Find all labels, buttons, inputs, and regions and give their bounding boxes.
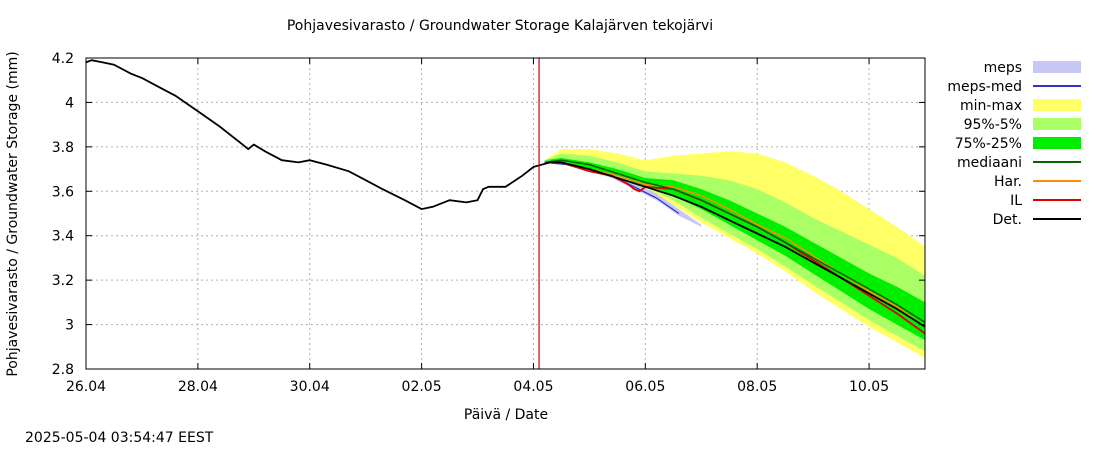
legend-label-har: Har. [994, 174, 1022, 190]
timestamp: 2025-05-04 03:54:47 EEST [25, 430, 214, 446]
x-tick-label: 02.05 [402, 379, 442, 395]
chart-title: Pohjavesivarasto / Groundwater Storage K… [286, 18, 714, 34]
x-axis-label: Päivä / Date [463, 407, 549, 423]
legend-swatch-p75-25 [1033, 137, 1081, 149]
legend-label-min-max: min-max [960, 98, 1022, 114]
y-tick-label: 2.8 [52, 362, 74, 378]
legend-label-det: Det. [993, 212, 1022, 228]
median-line [544, 159, 926, 324]
y-axis-label: Pohjavesivarasto / Groundwater Storage (… [5, 51, 21, 377]
det-line [85, 59, 926, 328]
y-tick-label: 4.2 [52, 51, 74, 67]
x-tick-label: 30.04 [290, 379, 330, 395]
y-tick-label: 3.8 [52, 140, 74, 156]
y-tick-label: 4 [65, 95, 74, 111]
legend-label-p95-5: 95%-5% [964, 117, 1022, 133]
legend-swatch-min-max [1033, 99, 1081, 111]
x-tick-label: 04.05 [513, 379, 553, 395]
legend-label-p75-25: 75%-25% [955, 136, 1022, 152]
x-tick-label: 06.05 [625, 379, 665, 395]
y-tick-label: 3 [65, 318, 74, 334]
legend-swatch-p95-5 [1033, 118, 1081, 130]
legend-label-il: IL [1010, 193, 1022, 209]
plot-frame [85, 57, 926, 370]
x-tick-label: 08.05 [737, 379, 777, 395]
legend-swatch-meps [1033, 61, 1081, 73]
x-tick-label: 10.05 [849, 379, 889, 395]
x-tick-label: 26.04 [66, 379, 106, 395]
y-tick-label: 3.4 [52, 229, 74, 245]
min-max-band [544, 149, 925, 358]
p95-5-band [544, 153, 925, 352]
y-tick-label: 3.6 [52, 184, 74, 200]
legend-label-meps-med: meps-med [947, 79, 1022, 95]
y-tick-label: 3.2 [52, 273, 74, 289]
legend-label-median: mediaani [957, 155, 1022, 171]
x-tick-label: 28.04 [178, 379, 218, 395]
legend-label-meps: meps [984, 60, 1022, 76]
